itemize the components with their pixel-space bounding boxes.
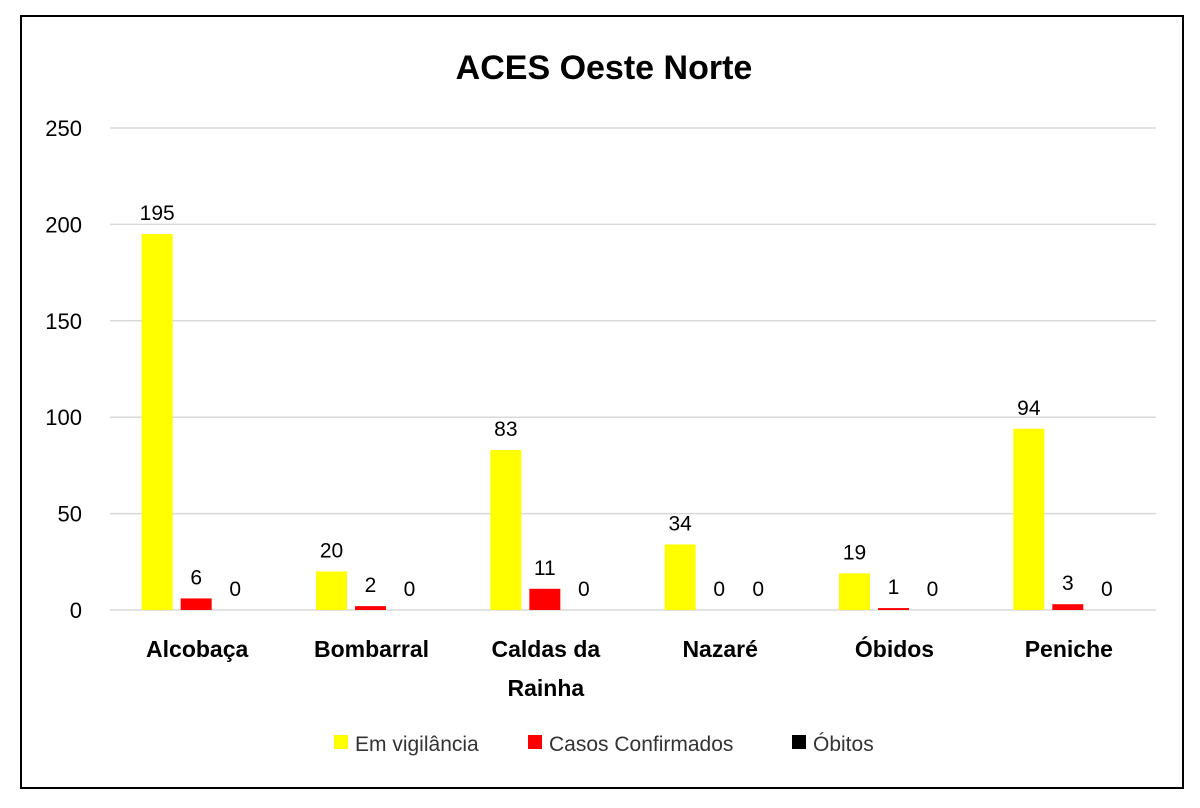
bar: [490, 449, 522, 610]
y-axis: 0 50 100 150 200 250: [45, 116, 82, 623]
data-label: 0: [578, 578, 590, 601]
bar: [316, 571, 347, 610]
x-axis: Alcobaça Bombarral Caldas da Rainha Nazaré Ób…: [146, 635, 1113, 701]
x-tick-label: Nazaré: [682, 636, 757, 662]
data-label: 34: [668, 512, 692, 535]
bar: [180, 598, 212, 610]
data-label: 83: [494, 418, 517, 441]
data-label: 0: [229, 578, 241, 601]
bars: [141, 234, 1084, 611]
data-label: 94: [1017, 397, 1041, 420]
data-label: 0: [404, 578, 416, 601]
data-label: 195: [140, 202, 175, 225]
x-tick-label: Caldas da: [492, 636, 601, 662]
x-tick-label: Alcobaça: [146, 636, 248, 662]
bar: [355, 606, 386, 610]
y-tick-label: 0: [70, 598, 82, 623]
x-tick-label: Rainha: [507, 675, 584, 701]
data-label: 0: [1101, 578, 1113, 601]
data-label: 6: [190, 566, 202, 589]
y-tick-label: 100: [45, 405, 82, 430]
data-label: 1: [888, 576, 900, 599]
bar: [1052, 604, 1084, 610]
y-tick-label: 200: [45, 212, 82, 237]
data-label: 20: [320, 539, 343, 562]
legend-label: Casos Confirmados: [549, 733, 733, 756]
gridlines: [110, 127, 1156, 611]
data-label: 11: [534, 557, 556, 580]
legend-swatch: [792, 735, 806, 749]
data-label: 2: [365, 574, 377, 597]
x-tick-label: Peniche: [1025, 636, 1113, 662]
bar: [878, 608, 909, 610]
y-tick-label: 250: [45, 116, 82, 141]
data-label: 3: [1062, 572, 1074, 595]
data-label: 0: [927, 578, 939, 601]
bar: [839, 573, 870, 610]
bar: [529, 588, 561, 610]
legend: Em vigilância Casos Confirmados Óbitos: [334, 733, 874, 756]
y-tick-label: 50: [58, 502, 82, 527]
data-label: 0: [752, 578, 764, 601]
chart-frame: ACES Oeste Norte 0 50 100 150 200 250 195 6 0 20…: [20, 15, 1184, 789]
data-label: 0: [713, 578, 725, 601]
chart-title: ACES Oeste Norte: [456, 49, 753, 87]
data-label: 19: [843, 541, 866, 564]
bar: [141, 234, 173, 611]
x-tick-label: Óbidos: [855, 635, 934, 662]
bar: [664, 544, 696, 610]
y-tick-label: 150: [45, 309, 82, 334]
x-tick-label: Bombarral: [314, 636, 429, 662]
legend-label: Óbitos: [813, 733, 874, 756]
legend-swatch: [528, 735, 542, 749]
legend-label: Em vigilância: [355, 733, 479, 756]
legend-swatch: [334, 735, 348, 749]
bar: [1013, 428, 1045, 610]
